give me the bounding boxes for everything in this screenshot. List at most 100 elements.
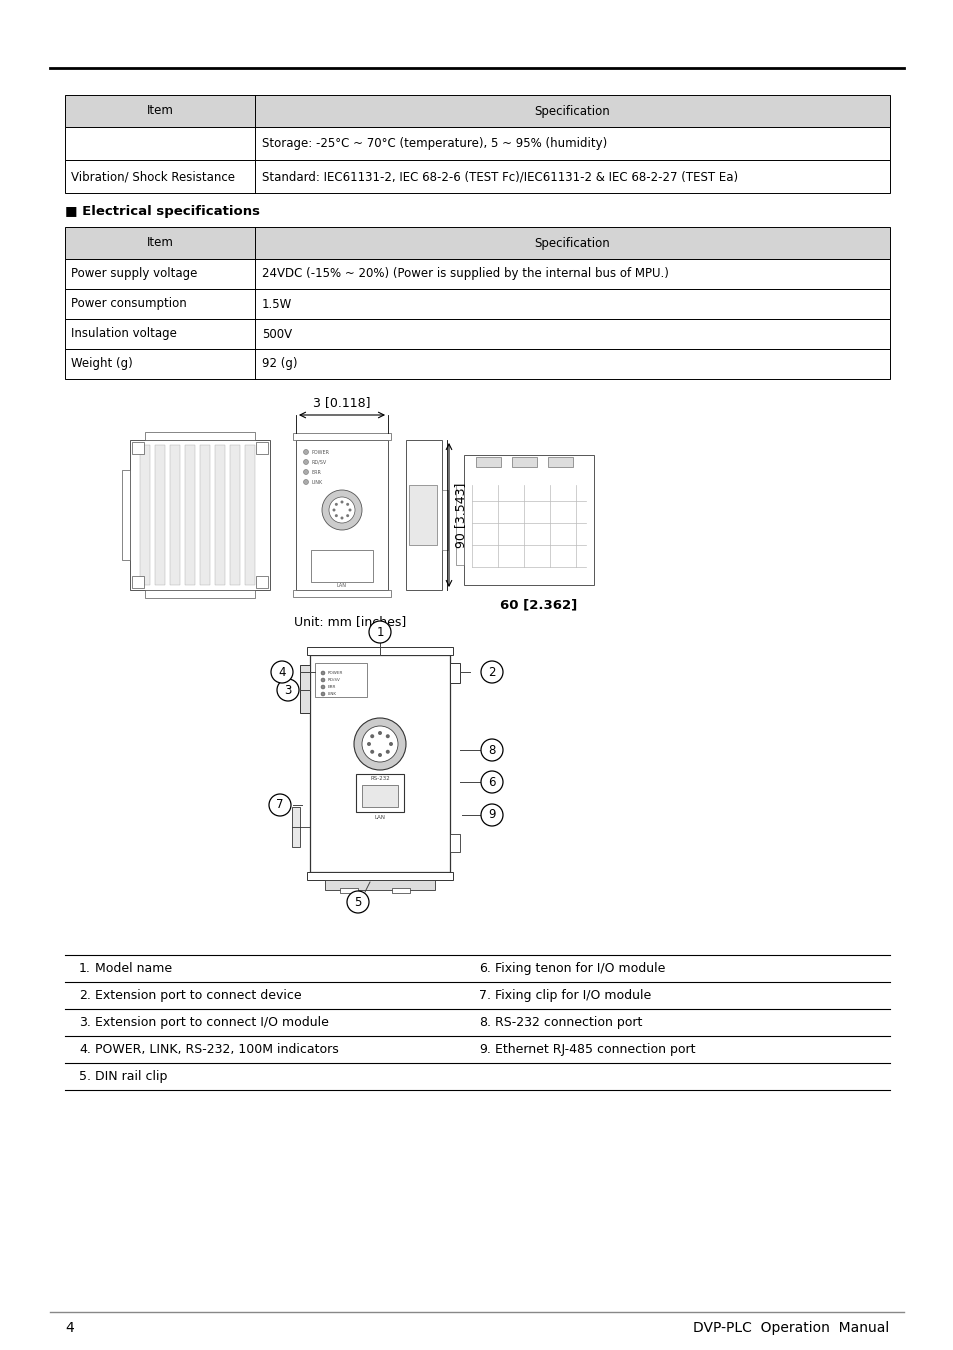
Text: Storage: -25°C ~ 70°C (temperature), 5 ~ 95% (humidity): Storage: -25°C ~ 70°C (temperature), 5 ~… xyxy=(262,136,607,150)
Text: LAN: LAN xyxy=(336,583,347,589)
Text: Standard: IEC61131-2, IEC 68-2-6 (TEST Fc)/IEC61131-2 & IEC 68-2-27 (TEST Ea): Standard: IEC61131-2, IEC 68-2-6 (TEST F… xyxy=(262,170,738,184)
Text: Power consumption: Power consumption xyxy=(71,297,187,310)
Circle shape xyxy=(480,662,502,683)
Circle shape xyxy=(385,749,390,753)
Circle shape xyxy=(370,749,374,753)
Text: Extension port to connect I/O module: Extension port to connect I/O module xyxy=(95,1017,329,1029)
Bar xyxy=(450,663,459,683)
Bar xyxy=(230,446,240,585)
Bar xyxy=(476,458,500,467)
Text: LAN: LAN xyxy=(375,815,385,819)
Circle shape xyxy=(333,509,335,512)
Bar xyxy=(122,470,130,560)
Text: 92 (g): 92 (g) xyxy=(262,358,297,370)
Bar xyxy=(339,888,357,892)
Text: ERR: ERR xyxy=(312,470,321,474)
Text: ■ Electrical specifications: ■ Electrical specifications xyxy=(65,204,260,217)
Text: 5.: 5. xyxy=(79,1071,91,1083)
Circle shape xyxy=(480,771,502,792)
Circle shape xyxy=(354,718,406,770)
Bar xyxy=(441,490,448,549)
Circle shape xyxy=(322,490,361,531)
Text: RD/SV: RD/SV xyxy=(312,459,327,464)
Text: 4: 4 xyxy=(278,666,286,679)
Text: 2: 2 xyxy=(488,666,496,679)
Text: 7.: 7. xyxy=(478,990,491,1002)
Text: ERR: ERR xyxy=(328,684,336,688)
Circle shape xyxy=(385,734,390,738)
Text: 4: 4 xyxy=(65,1322,73,1335)
Circle shape xyxy=(340,501,343,504)
Circle shape xyxy=(320,684,325,688)
Bar xyxy=(456,485,463,566)
Text: POWER: POWER xyxy=(328,671,343,675)
Text: Unit: mm [inches]: Unit: mm [inches] xyxy=(294,616,406,629)
Text: 6: 6 xyxy=(488,775,496,788)
Bar xyxy=(310,655,450,872)
Bar xyxy=(132,441,144,454)
Bar xyxy=(512,458,537,467)
Bar xyxy=(65,350,889,379)
Bar xyxy=(299,666,310,713)
Bar xyxy=(185,446,194,585)
Text: 8: 8 xyxy=(488,744,496,756)
Bar xyxy=(65,127,889,161)
Text: Model name: Model name xyxy=(95,963,172,975)
Circle shape xyxy=(377,730,381,734)
Text: 9.: 9. xyxy=(478,1044,491,1056)
Text: RS-232: RS-232 xyxy=(370,776,390,782)
Circle shape xyxy=(480,738,502,761)
Text: 3.: 3. xyxy=(79,1017,91,1029)
Text: 2.: 2. xyxy=(79,990,91,1002)
Circle shape xyxy=(369,621,391,643)
Bar xyxy=(450,834,459,852)
Circle shape xyxy=(348,509,351,512)
Bar xyxy=(295,440,388,590)
Bar xyxy=(314,663,367,697)
Bar xyxy=(463,455,594,585)
Text: 500V: 500V xyxy=(262,328,292,340)
Bar xyxy=(292,807,299,846)
Bar xyxy=(65,161,889,193)
Circle shape xyxy=(303,450,308,455)
Bar xyxy=(65,289,889,319)
Circle shape xyxy=(377,753,381,757)
Text: POWER: POWER xyxy=(312,450,330,455)
Circle shape xyxy=(269,794,291,815)
Text: RD/SV: RD/SV xyxy=(328,678,340,682)
Bar xyxy=(311,549,373,582)
Bar xyxy=(406,440,441,590)
Circle shape xyxy=(361,726,397,761)
Bar xyxy=(65,227,889,259)
Bar xyxy=(65,95,889,127)
Bar xyxy=(245,446,254,585)
Text: LINK: LINK xyxy=(328,693,336,697)
Bar xyxy=(214,446,225,585)
Text: Specification: Specification xyxy=(534,104,610,117)
Text: 60 [2.362]: 60 [2.362] xyxy=(500,598,577,612)
Circle shape xyxy=(370,734,374,738)
Bar xyxy=(154,446,165,585)
Circle shape xyxy=(340,517,343,520)
Text: Item: Item xyxy=(147,104,173,117)
Text: 4.: 4. xyxy=(79,1044,91,1056)
Text: 7: 7 xyxy=(276,798,283,811)
Circle shape xyxy=(303,470,308,474)
Text: Fixing tenon for I/O module: Fixing tenon for I/O module xyxy=(495,963,664,975)
Text: 5: 5 xyxy=(354,895,361,909)
Bar xyxy=(145,432,254,440)
Circle shape xyxy=(389,743,393,747)
Bar xyxy=(200,446,210,585)
Bar xyxy=(361,784,397,807)
Bar xyxy=(145,590,254,598)
Text: Specification: Specification xyxy=(534,236,610,250)
Circle shape xyxy=(346,502,349,506)
Bar xyxy=(140,446,150,585)
Circle shape xyxy=(303,479,308,485)
Bar xyxy=(355,774,403,811)
Text: 8.: 8. xyxy=(478,1017,491,1029)
Text: 1.: 1. xyxy=(79,963,91,975)
Circle shape xyxy=(276,679,298,701)
Bar xyxy=(307,647,453,655)
Bar xyxy=(65,319,889,350)
